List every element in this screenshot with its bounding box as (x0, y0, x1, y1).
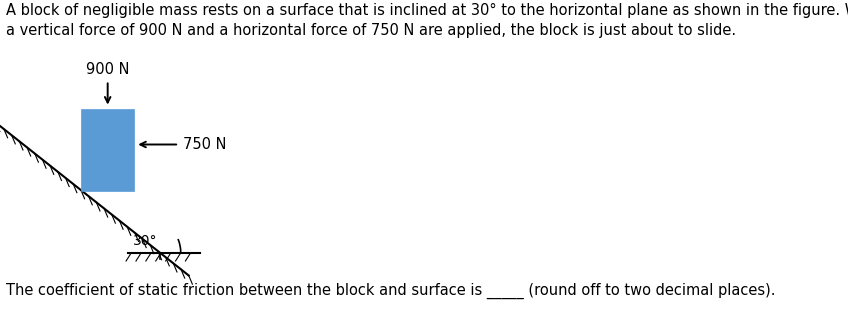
Text: 750 N: 750 N (182, 137, 226, 152)
Text: 30°: 30° (132, 234, 157, 248)
Text: A block of negligible mass rests on a surface that is inclined at 30° to the hor: A block of negligible mass rests on a su… (6, 3, 848, 38)
Text: The coefficient of static friction between the block and surface is _____ (round: The coefficient of static friction betwe… (6, 283, 775, 299)
Text: 900 N: 900 N (86, 62, 129, 77)
Polygon shape (81, 109, 134, 191)
